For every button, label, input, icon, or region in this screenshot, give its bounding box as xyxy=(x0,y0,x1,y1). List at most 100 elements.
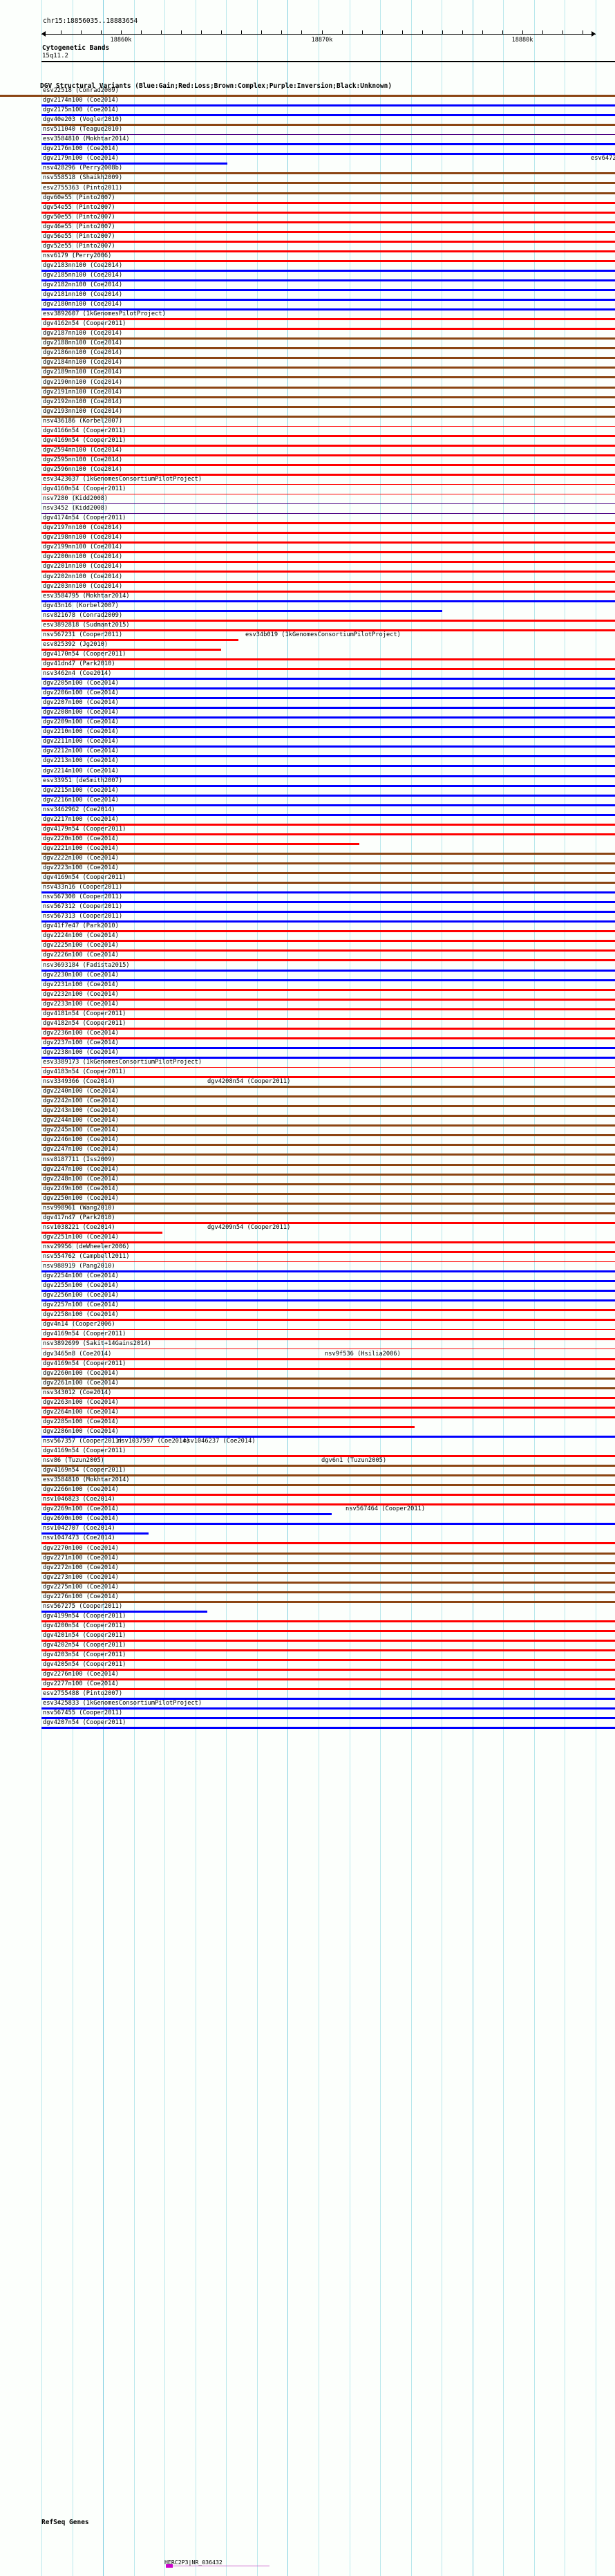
dgv-track-row[interactable]: dgv2258n100 (Coe2014) xyxy=(0,1311,615,1322)
dgv-variant-bar[interactable] xyxy=(41,852,615,855)
dgv-track-row[interactable]: esv3425833 (1kGenomesConsortiumPilotProj… xyxy=(0,1700,615,1710)
dgv-track-row[interactable]: nsv567455 (Cooper2011) xyxy=(0,1709,615,1720)
dgv-track-row[interactable]: dgv2244n100 (Coe2014) xyxy=(0,1117,615,1127)
dgv-track-row[interactable]: dgv2254n100 (Coe2014) xyxy=(0,1272,615,1283)
dgv-track-row[interactable]: nsv7280 (Kidd2008) xyxy=(0,495,615,505)
dgv-variant-bar[interactable] xyxy=(41,1571,615,1574)
dgv-variant-bar[interactable] xyxy=(41,1202,615,1205)
dgv-track-row[interactable]: dgv2596nn100 (Coe2014) xyxy=(0,466,615,476)
dgv-variant-bar[interactable] xyxy=(41,833,615,835)
dgv-variant-bar[interactable] xyxy=(41,1688,615,1691)
dgv-variant-bar[interactable] xyxy=(41,434,615,437)
dgv-variant-bar[interactable] xyxy=(41,638,238,641)
dgv-variant-bar[interactable] xyxy=(41,1329,615,1331)
dgv-variant-bar[interactable] xyxy=(41,1727,615,1730)
dgv-variant-bar[interactable] xyxy=(41,678,615,680)
dgv-variant-bar[interactable] xyxy=(41,522,615,525)
dgv-track-row[interactable]: dgv2247n100 (Coe2014) xyxy=(0,1166,615,1176)
dgv-track-row[interactable]: nsv558518 (Shaikh2009) xyxy=(0,174,615,185)
dgv-variant-bar[interactable] xyxy=(41,580,615,583)
dgv-variant-bar[interactable] xyxy=(41,376,615,379)
dgv-variant-bar[interactable] xyxy=(41,1542,615,1545)
dgv-track-row[interactable]: dgv2192nn100 (Coe2014) xyxy=(0,398,615,408)
dgv-track-row[interactable]: dgv4203n54 (Cooper2011) xyxy=(0,1651,615,1662)
dgv-variant-bar[interactable] xyxy=(41,1067,615,1068)
dgv-variant-bar[interactable] xyxy=(41,1600,615,1603)
dgv-track-row[interactable]: dgv52e55 (Pinto2007) xyxy=(0,243,615,252)
dgv-track-row[interactable]: dgv2216n100 (Coe2014) xyxy=(0,797,615,806)
dgv-track-row[interactable]: dgv2211n100 (Coe2014) xyxy=(0,738,615,748)
dgv-track-row[interactable]: dgv4169n54 (Cooper2011) xyxy=(0,1360,615,1370)
dgv-track-row[interactable]: dgv46e55 (Pinto2007) xyxy=(0,223,615,233)
dgv-track-row[interactable]: dgv2236n100 (Coe2014) xyxy=(0,1030,615,1039)
dgv-variant-bar[interactable] xyxy=(41,658,615,660)
dgv-track-row[interactable]: dgv2221n100 (Coe2014) xyxy=(0,845,615,855)
dgv-variant-bar[interactable] xyxy=(0,95,615,97)
dgv-variant-bar[interactable] xyxy=(41,1698,615,1701)
dgv-track-row[interactable]: dgv41f7e47 (Park2010) xyxy=(0,923,615,933)
dgv-variant-bar[interactable] xyxy=(41,1532,149,1535)
dgv-track-row[interactable]: dgv56e55 (Pinto2007) xyxy=(0,233,615,243)
dgv-track-row[interactable]: dgv2191nn100 (Coe2014) xyxy=(0,389,615,398)
dgv-variant-bar[interactable] xyxy=(41,513,615,515)
dgv-variant-bar[interactable] xyxy=(41,813,615,816)
dgv-variant-bar[interactable] xyxy=(41,1629,615,1632)
dgv-variant-bar[interactable] xyxy=(41,949,615,952)
dgv-track-row[interactable]: dgv4160n54 (Cooper2011) xyxy=(0,485,615,495)
dgv-track-row[interactable]: dgv2215n100 (Coe2014) xyxy=(0,787,615,797)
dgv-variant-bar[interactable] xyxy=(41,1717,615,1720)
refseq-gene-exon[interactable] xyxy=(166,2564,173,2568)
dgv-track-row[interactable]: dgv4179n54 (Cooper2011) xyxy=(0,826,615,835)
dgv-variant-bar[interactable] xyxy=(41,707,615,710)
dgv-variant-bar[interactable] xyxy=(41,745,615,748)
dgv-track-row[interactable]: dgv41dn47 (Park2010) xyxy=(0,660,615,670)
dgv-variant-bar[interactable] xyxy=(41,1144,615,1147)
dgv-variant-bar[interactable] xyxy=(41,279,615,281)
dgv-track-row[interactable]: nsv567357 (Cooper2011) nsv1037597 (Coe201… xyxy=(0,1438,615,1447)
dgv-track-row[interactable]: nsv511040 (Teague2010) xyxy=(0,126,615,136)
dgv-variant-bar[interactable] xyxy=(41,1649,615,1651)
dgv-variant-bar[interactable] xyxy=(41,347,615,350)
dgv-variant-bar[interactable] xyxy=(41,988,615,991)
dgv-track-row[interactable]: dgv43n16 (Korbel2007) xyxy=(0,602,615,612)
dgv-track-row[interactable]: dgv2238n100 (Coe2014) xyxy=(0,1049,615,1059)
dgv-variant-bar[interactable] xyxy=(41,1406,615,1409)
dgv-track-row[interactable]: dgv40e203 (Vogler2010) xyxy=(0,116,615,127)
dgv-track-row[interactable]: dgv2246n100 (Coe2014) xyxy=(0,1136,615,1147)
dgv-variant-bar[interactable] xyxy=(41,1552,615,1555)
dgv-variant-bar[interactable] xyxy=(41,882,615,884)
dgv-track-row[interactable]: esv3892607 (1kGenomesPilotProject) xyxy=(0,311,615,321)
dgv-variant-bar[interactable] xyxy=(41,201,615,204)
dgv-track-row[interactable]: dgv2251n100 (Coe2014) xyxy=(0,1234,615,1243)
dgv-track-row[interactable]: dgv2198nn100 (Coe2014) xyxy=(0,534,615,544)
dgv-track-row[interactable]: esv2755363 (Pinto2011) xyxy=(0,185,615,194)
dgv-track-row[interactable]: nsv1038221 (Coe2014) dgv4209n54 (Cooper20… xyxy=(0,1224,615,1234)
dgv-variant-bar[interactable] xyxy=(41,648,221,651)
dgv-variant-bar[interactable] xyxy=(41,1610,207,1613)
dgv-track-row[interactable]: dgv2270n100 (Coe2014) xyxy=(0,1545,615,1555)
dgv-variant-bar[interactable] xyxy=(41,259,615,262)
dgv-track-row[interactable]: dgv2237n100 (Coe2014) xyxy=(0,1039,615,1049)
dgv-track-row[interactable]: dgv4169n54 (Cooper2011) xyxy=(0,1331,615,1341)
dgv-track-row[interactable]: nsv988919 (Pang2010) xyxy=(0,1263,615,1273)
dgv-track-row[interactable]: dgv50e55 (Pinto2007) xyxy=(0,214,615,223)
dgv-track-row[interactable]: dgv2180nn100 (Coe2014) xyxy=(0,301,615,311)
dgv-variant-bar[interactable] xyxy=(41,1338,615,1341)
dgv-variant-bar[interactable] xyxy=(41,1115,615,1118)
dgv-variant-bar[interactable] xyxy=(41,1367,615,1370)
dgv-track-row[interactable]: dgv2201nn100 (Coe2014) xyxy=(0,563,615,573)
dgv-track-row[interactable]: nsv3892699 (Sakit+14Gains2014) xyxy=(0,1340,615,1350)
dgv-variant-bar[interactable] xyxy=(41,1173,615,1176)
dgv-variant-bar[interactable] xyxy=(41,667,615,670)
dgv-track-row[interactable]: dgv2212n100 (Coe2014) xyxy=(0,748,615,758)
dgv-track-row[interactable]: dgv417n47 (Park2010) xyxy=(0,1214,615,1224)
dgv-variant-bar[interactable] xyxy=(41,1639,615,1642)
dgv-variant-bar[interactable] xyxy=(41,930,615,933)
dgv-variant-bar[interactable] xyxy=(41,172,615,175)
dgv-variant-bar[interactable] xyxy=(41,221,615,223)
dgv-track-row[interactable]: dgv4174n54 (Cooper2011) xyxy=(0,515,615,525)
dgv-track-row[interactable]: dgv2210n100 (Coe2014) xyxy=(0,728,615,739)
dgv-variant-bar[interactable] xyxy=(41,1008,615,1010)
dgv-track-row[interactable]: nsv567312 (Cooper2011) xyxy=(0,903,615,914)
dgv-track-row[interactable]: dgv60e55 (Pinto2007) xyxy=(0,194,615,204)
